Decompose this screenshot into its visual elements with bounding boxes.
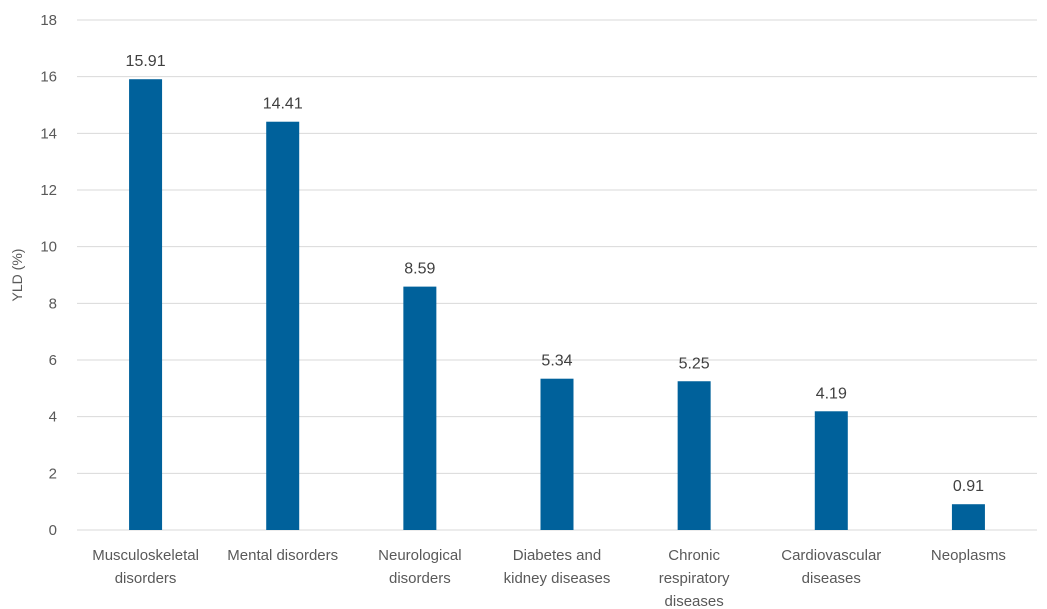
data-label: 8.59 [404, 261, 435, 278]
y-tick-label: 2 [49, 465, 57, 482]
x-category-label: Neurological disorders [378, 547, 461, 587]
y-tick-label: 4 [49, 409, 57, 426]
y-tick-label: 12 [40, 182, 57, 199]
bars [129, 79, 985, 530]
y-tick-label: 14 [40, 125, 57, 142]
bar [814, 411, 848, 530]
data-label: 4.19 [816, 385, 847, 402]
bar [540, 378, 574, 530]
y-tick-label: 8 [49, 295, 57, 312]
x-category-label: Neoplasms [931, 547, 1006, 564]
gridlines [77, 19, 1037, 531]
bar [266, 121, 300, 530]
x-category-label: Diabetes and kidney diseases [504, 547, 611, 587]
bar [129, 79, 163, 530]
y-tick-label: 0 [49, 522, 57, 539]
data-label: 5.34 [541, 353, 572, 370]
data-label: 5.25 [679, 355, 710, 372]
y-tick-label: 6 [49, 352, 57, 369]
data-label: 0.91 [953, 478, 984, 495]
bar [951, 504, 985, 530]
data-label: 14.41 [263, 96, 303, 113]
data-label: 15.91 [126, 53, 166, 70]
y-tick-label: 16 [40, 69, 57, 86]
y-tick-label: 18 [40, 12, 57, 29]
x-category-label: Mental disorders [227, 547, 338, 564]
x-category-label: Chronic respiratory diseases [659, 547, 730, 609]
x-axis-categories: Musculoskeletal disorders Mental disorders… [92, 547, 1006, 609]
y-axis-ticks: 0 2 4 6 8 10 12 14 16 18 [40, 12, 57, 539]
x-category-label: Cardiovascular diseases [781, 547, 881, 587]
x-category-label: Musculoskeletal disorders [92, 547, 199, 587]
bar [677, 381, 711, 530]
y-tick-label: 10 [40, 239, 57, 256]
data-labels: 15.91 14.41 8.59 5.34 5.25 4.19 0.91 [126, 53, 985, 495]
y-axis-title: YLD (%) [9, 249, 25, 302]
bar [403, 286, 437, 530]
